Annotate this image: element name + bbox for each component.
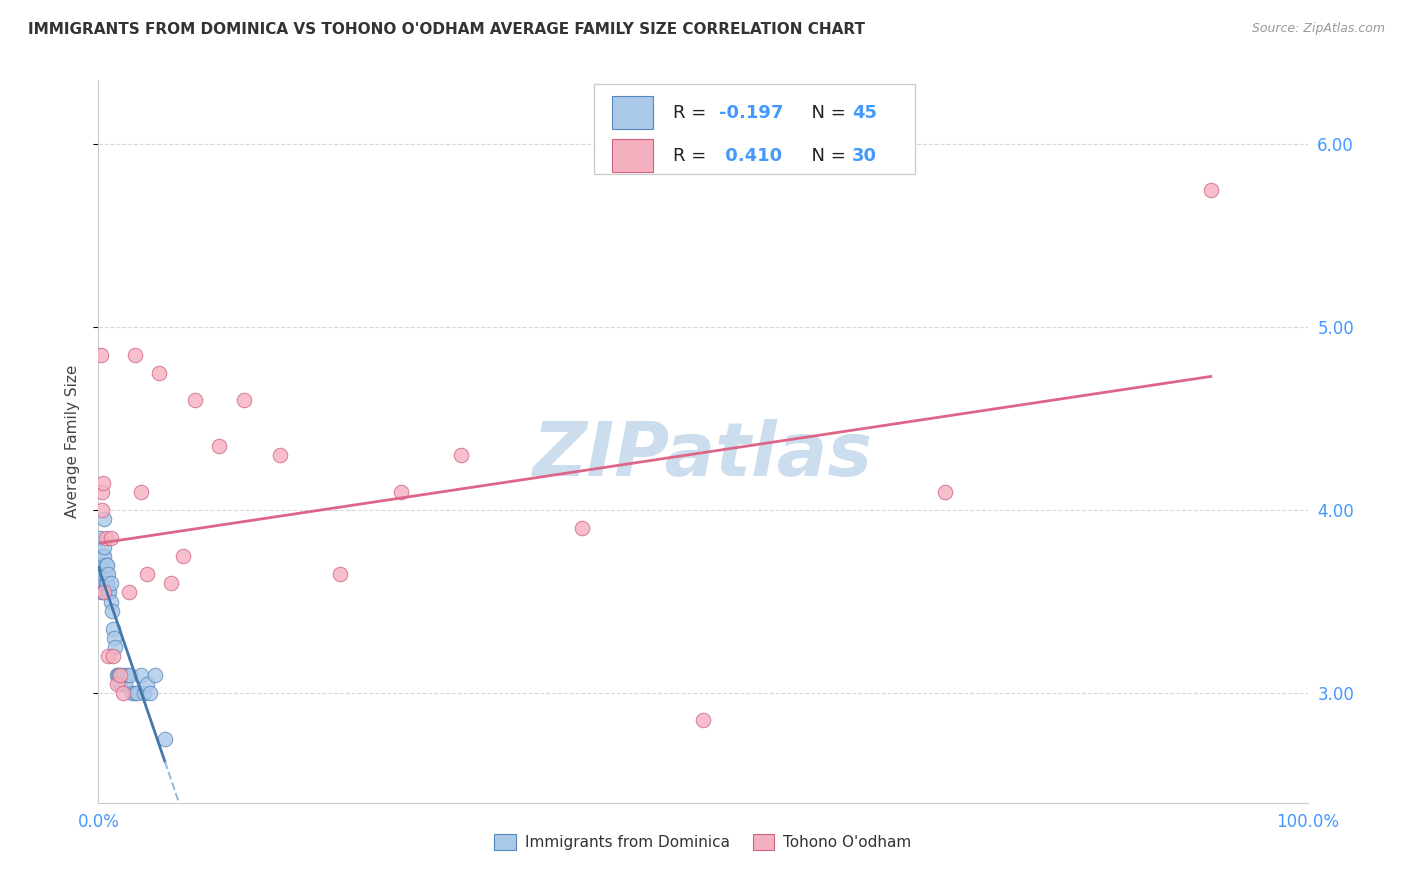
Point [97,585,120,599]
Point [389,484,412,499]
Point [143,667,166,681]
Point [98,585,121,599]
Point [692,714,714,728]
Point [184,393,207,408]
Point [91,585,114,599]
Point [100,576,122,591]
Point [124,686,146,700]
Point [172,549,194,563]
Point [934,484,956,499]
Point [571,521,593,535]
Point [104,640,127,655]
Point [108,667,131,681]
Point [127,686,149,700]
Point [111,667,134,681]
Point [93,512,115,526]
Point [90,576,112,591]
Point [329,567,352,582]
Point [101,649,124,664]
FancyBboxPatch shape [613,139,654,172]
Text: IMMIGRANTS FROM DOMINICA VS TOHONO O'ODHAM AVERAGE FAMILY SIZE CORRELATION CHART: IMMIGRANTS FROM DOMINICA VS TOHONO O'ODH… [28,22,865,37]
Point [100,594,122,608]
Point [108,677,131,691]
Text: 30: 30 [852,147,877,165]
Point [103,631,125,645]
Point [96,576,118,591]
Point [117,667,139,681]
Text: Source: ZipAtlas.com: Source: ZipAtlas.com [1251,22,1385,36]
Point [96,558,118,572]
Point [118,667,141,681]
Point [100,531,122,545]
Point [139,686,162,700]
Point [94,531,117,545]
Point [89,531,111,545]
Point [91,558,114,572]
Legend: Immigrants from Dominica, Tohono O'odham: Immigrants from Dominica, Tohono O'odham [488,828,918,856]
Point [153,731,176,746]
Point [91,484,114,499]
Point [135,567,157,582]
Point [97,567,120,582]
Point [93,549,115,563]
Text: ZIPatlas: ZIPatlas [533,419,873,492]
Text: R =: R = [672,103,711,121]
Text: R =: R = [672,147,711,165]
Point [90,585,112,599]
Point [91,576,114,591]
Point [107,667,129,681]
Text: N =: N = [800,147,851,165]
FancyBboxPatch shape [595,84,915,174]
Point [94,567,117,582]
Point [90,567,112,582]
Point [160,576,183,591]
Point [1199,183,1222,197]
Point [208,439,231,453]
Point [118,585,141,599]
Point [100,604,122,618]
Point [89,558,111,572]
Y-axis label: Average Family Size: Average Family Size [65,365,80,518]
Point [135,677,157,691]
FancyBboxPatch shape [613,96,654,129]
Point [91,475,114,490]
Point [91,576,114,591]
Point [101,622,124,636]
Text: 45: 45 [852,103,877,121]
Point [93,540,115,554]
Point [94,576,117,591]
Point [232,393,254,408]
Text: 0.410: 0.410 [718,147,782,165]
Point [450,448,472,462]
Point [105,677,128,691]
Point [91,549,114,563]
Point [269,448,291,462]
Point [91,503,114,517]
Point [134,686,156,700]
Point [148,366,170,380]
Point [129,667,152,681]
Point [105,667,128,681]
Point [90,348,112,362]
Point [124,348,146,362]
Text: N =: N = [800,103,851,121]
Point [121,686,143,700]
Point [91,567,114,582]
Point [129,484,152,499]
Point [111,686,134,700]
Point [93,585,115,599]
Point [94,558,117,572]
Point [97,649,120,664]
Text: -0.197: -0.197 [718,103,783,121]
Point [114,677,136,691]
Point [108,667,131,681]
